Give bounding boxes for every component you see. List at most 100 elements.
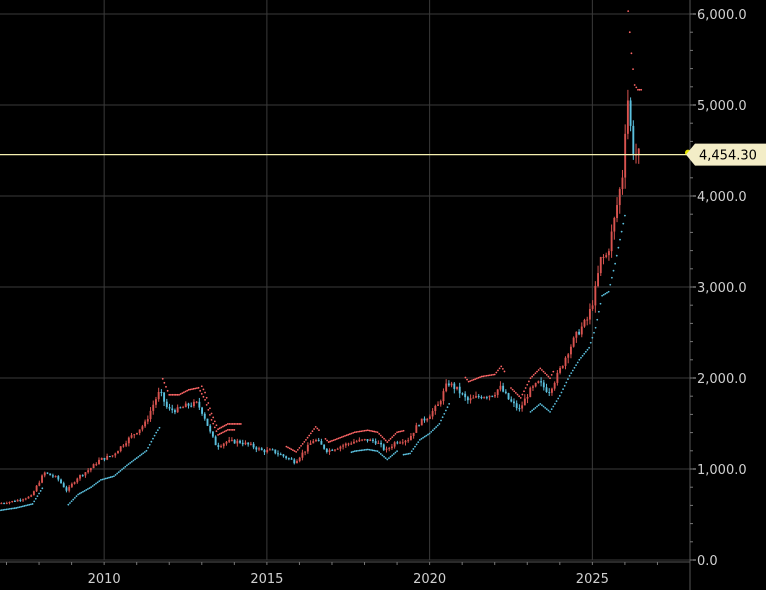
trail-dot [70,500,73,503]
candle-body [466,397,469,401]
candle-body [431,411,434,417]
trail-dot [329,440,332,443]
trail-dot [555,400,558,403]
trail-dot [358,430,361,433]
trail-dot [209,413,211,416]
grid-lines [0,0,690,561]
candle-body [182,407,185,409]
trail-dot [67,503,70,506]
trail-dot [213,420,216,423]
trail-dot [334,438,337,441]
trail-dot [116,472,119,475]
candle-body [461,393,464,395]
trail-dot [31,503,34,505]
candle-body [420,418,423,426]
candle-body [545,387,548,393]
trail-dot [300,444,302,447]
trail-dot [550,374,553,376]
candle-body [366,439,369,441]
candle-body [315,439,317,442]
trail-dot [379,453,382,455]
trail-dot [80,491,83,494]
trail-dot [191,388,193,391]
trail-dot [28,503,31,506]
trail-dot [218,433,221,435]
trail-dot [376,431,379,434]
trail-dot [23,505,26,507]
candle-body [540,381,543,383]
candle-body [447,383,450,386]
trail-dot [212,416,215,419]
trail-dot [519,396,522,399]
candle-body [13,500,16,502]
trail-dot [541,404,543,407]
trail-dot [563,384,566,387]
trail-dot [477,376,480,379]
candle-body [529,387,532,398]
candle-body [453,383,456,389]
candle-body [127,437,130,444]
candle-body [190,405,193,407]
trail-dot [150,440,153,443]
y-tick-label: 2,000.0 [697,372,747,387]
trail-dot [428,432,431,435]
trail-dot [106,477,109,479]
trail-dot [524,387,527,389]
candle-body [415,425,418,433]
trail-dot [91,485,94,487]
candle-body [556,372,559,383]
trail-dot [394,451,397,454]
trail-dot [213,426,216,429]
candle-body [130,435,133,438]
trail-dot [484,375,486,377]
candle-body [239,440,241,443]
trail-dot [630,52,633,55]
trail-dot [586,348,589,351]
trail-dot [231,423,234,425]
candle-body [504,391,507,394]
candle-body [494,394,496,397]
candle-body [428,416,431,419]
candle-body [445,383,448,392]
candle-body [230,439,233,441]
trail-dot [90,486,93,489]
candle-body [252,443,255,448]
trail-dot [371,449,374,452]
trail-dot [417,441,420,444]
trail-dot [601,294,604,297]
candle-body [89,468,92,471]
trail-dot [205,403,208,406]
trail-dot [580,356,582,359]
trail-dot [583,352,586,355]
trail-dot [166,389,169,392]
trail-dot [541,369,543,371]
trail-dot [337,437,340,440]
trail-dot [363,429,366,432]
candle-body [247,442,250,445]
trail-dot [311,430,314,433]
trail-dot [440,419,442,422]
trail-dot [436,424,439,427]
trail-dot [350,432,353,435]
candle-body [165,401,168,408]
candle-body [0,503,3,505]
trail-dot [187,388,190,391]
trail-dot [73,496,76,499]
trail-dot [103,478,106,480]
trail-dot [578,358,581,361]
candle-body [621,177,624,190]
candle-body [613,217,616,232]
candle-body [399,442,402,444]
candle-body [513,401,515,404]
candle-body [228,440,231,442]
candle-body [624,133,627,178]
trail-dot [490,374,493,376]
candle-body [469,398,472,401]
trail-dot [104,477,107,480]
trail-dot [186,389,189,392]
candle-body [163,392,166,402]
candle-body [3,503,6,505]
trail-dot [33,500,36,503]
candle-body [255,447,258,450]
candle-body [412,432,415,436]
